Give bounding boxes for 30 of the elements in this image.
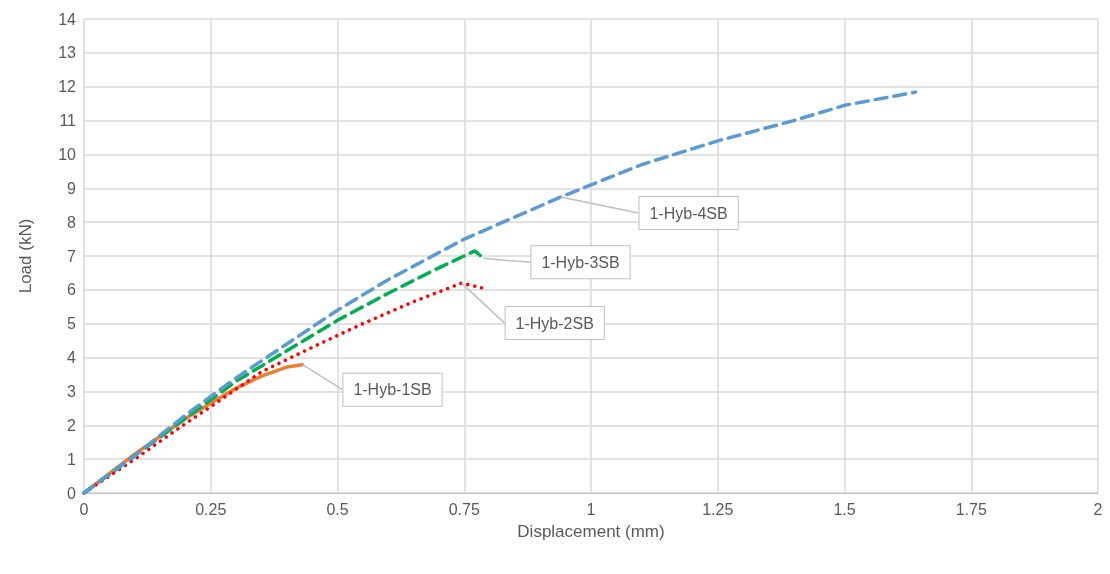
x-tick-label: 1.25 (702, 500, 734, 518)
y-tick-label: 2 (67, 416, 77, 434)
y-tick-label: 6 (67, 281, 77, 299)
y-tick-label: 7 (67, 247, 77, 265)
y-tick-label: 10 (58, 145, 77, 163)
x-tick-label: 1.75 (955, 500, 987, 518)
y-tick-label: 9 (67, 179, 77, 197)
x-tick-label: 1 (586, 500, 596, 518)
y-tick-label: 8 (67, 213, 77, 231)
y-tick-label: 13 (58, 44, 77, 62)
y-tick-label: 11 (59, 112, 77, 130)
x-tick-label: 1.5 (833, 500, 856, 518)
text: 1-Hyb-1SB (353, 381, 432, 399)
x-tick-label: 0.75 (448, 500, 480, 518)
y-tick-label: 14 (58, 10, 77, 28)
x-axis-title: Displacement (mm) (517, 522, 665, 541)
y-tick-label: 1 (67, 450, 77, 468)
x-tick-label: 0 (79, 500, 89, 518)
text: 1-Hyb-3SB (541, 253, 620, 271)
x-tick-label: 0.5 (326, 500, 349, 518)
x-tick-label: 2 (1093, 500, 1103, 518)
y-tick-label: 0 (67, 484, 77, 502)
y-tick-label: 3 (67, 382, 77, 400)
y-tick-label: 5 (67, 315, 77, 333)
y-tick-label: 4 (67, 349, 77, 367)
text: 1-Hyb-2SB (515, 314, 594, 332)
y-axis-title: Load (kN) (16, 218, 35, 294)
x-tick-label: 0.25 (195, 500, 227, 518)
y-tick-label: 12 (58, 78, 77, 96)
text: 1-Hyb-4SB (649, 204, 728, 222)
